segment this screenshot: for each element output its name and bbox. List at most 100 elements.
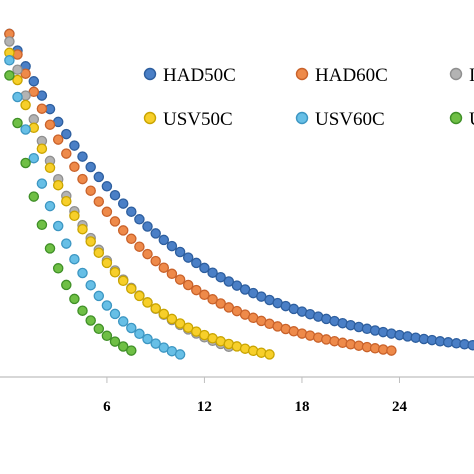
data-point bbox=[199, 262, 210, 274]
data-point bbox=[20, 99, 31, 111]
data-point bbox=[36, 219, 48, 231]
data-point bbox=[191, 284, 202, 296]
data-point bbox=[142, 221, 153, 232]
legend-label: I bbox=[469, 65, 474, 86]
data-point bbox=[142, 297, 153, 308]
series-usv50c bbox=[4, 47, 275, 360]
data-point bbox=[52, 220, 64, 232]
data-point bbox=[93, 196, 105, 207]
data-point bbox=[28, 76, 40, 87]
data-point bbox=[150, 228, 161, 239]
data-point bbox=[61, 128, 72, 140]
legend-label: USV60C bbox=[315, 109, 385, 130]
series-unnamed-5 bbox=[4, 70, 137, 356]
legend-marker bbox=[143, 111, 157, 125]
data-point bbox=[174, 349, 186, 360]
data-point bbox=[85, 236, 96, 247]
legend-marker bbox=[295, 67, 309, 81]
data-point bbox=[231, 280, 243, 291]
data-point bbox=[44, 119, 56, 130]
data-point bbox=[12, 117, 23, 129]
data-point bbox=[142, 248, 153, 260]
data-point bbox=[4, 55, 15, 66]
data-point bbox=[126, 206, 137, 217]
data-point bbox=[467, 339, 474, 351]
x-tick-label-6: 6 bbox=[103, 399, 111, 415]
data-point bbox=[12, 91, 23, 103]
data-point bbox=[36, 178, 48, 189]
series-had60c bbox=[4, 28, 397, 356]
data-point bbox=[109, 216, 121, 227]
data-point bbox=[101, 330, 113, 342]
data-point bbox=[109, 336, 121, 347]
data-point bbox=[158, 308, 170, 320]
legend-label: HAD50C bbox=[163, 65, 236, 86]
data-point bbox=[85, 279, 96, 291]
data-point bbox=[166, 268, 178, 280]
data-point bbox=[85, 185, 96, 196]
data-point bbox=[61, 148, 72, 159]
x-tick-label-18: 18 bbox=[294, 399, 309, 415]
data-point bbox=[215, 271, 226, 283]
data-point bbox=[93, 247, 105, 258]
data-point bbox=[20, 157, 31, 169]
data-point bbox=[126, 345, 137, 356]
data-point bbox=[199, 289, 210, 301]
data-point bbox=[93, 171, 105, 183]
data-point bbox=[101, 206, 113, 218]
data-point bbox=[109, 267, 121, 278]
data-point bbox=[134, 214, 145, 225]
legend-label: HAD60C bbox=[315, 65, 388, 86]
data-point bbox=[150, 303, 161, 314]
data-point bbox=[77, 173, 88, 185]
data-point bbox=[126, 233, 137, 245]
data-point bbox=[117, 341, 129, 352]
data-point bbox=[166, 240, 178, 252]
data-point bbox=[69, 161, 80, 173]
data-point bbox=[174, 246, 186, 258]
legend-label: U bbox=[469, 109, 474, 130]
data-point bbox=[61, 279, 72, 291]
data-point bbox=[166, 313, 178, 325]
data-point bbox=[101, 300, 113, 311]
legend-label: USV50C bbox=[163, 109, 233, 130]
data-point bbox=[150, 255, 161, 267]
data-point bbox=[182, 252, 194, 263]
data-point bbox=[36, 103, 48, 114]
data-point bbox=[36, 143, 48, 154]
legend: HAD50C HAD60C I USV50C USV60C U bbox=[143, 65, 474, 130]
data-point bbox=[12, 74, 23, 86]
data-point bbox=[52, 263, 64, 274]
x-axis-ticks: 6 12 18 24 bbox=[103, 377, 407, 415]
data-point bbox=[93, 290, 105, 302]
legend-marker bbox=[449, 111, 463, 125]
data-point bbox=[44, 162, 56, 174]
data-point bbox=[85, 315, 96, 326]
series-usv60c bbox=[4, 55, 186, 360]
data-point bbox=[134, 241, 145, 252]
data-point bbox=[134, 290, 145, 302]
data-point bbox=[52, 179, 64, 191]
series-had50c bbox=[4, 28, 474, 351]
data-point bbox=[174, 274, 186, 285]
data-point bbox=[4, 70, 15, 81]
data-point bbox=[52, 134, 64, 145]
data-point bbox=[4, 36, 15, 47]
data-point bbox=[126, 322, 137, 334]
data-point bbox=[117, 198, 129, 209]
data-point bbox=[28, 114, 40, 125]
legend-marker bbox=[295, 111, 309, 125]
data-point bbox=[69, 140, 80, 151]
legend-marker bbox=[449, 67, 463, 81]
data-point bbox=[93, 323, 105, 335]
data-point bbox=[158, 234, 170, 246]
data-point bbox=[126, 283, 137, 294]
data-point bbox=[264, 349, 275, 360]
data-point bbox=[69, 210, 80, 222]
data-point bbox=[69, 253, 80, 265]
legend-marker bbox=[143, 67, 157, 81]
data-point bbox=[386, 345, 397, 356]
data-point bbox=[207, 267, 218, 278]
data-point bbox=[174, 318, 186, 329]
